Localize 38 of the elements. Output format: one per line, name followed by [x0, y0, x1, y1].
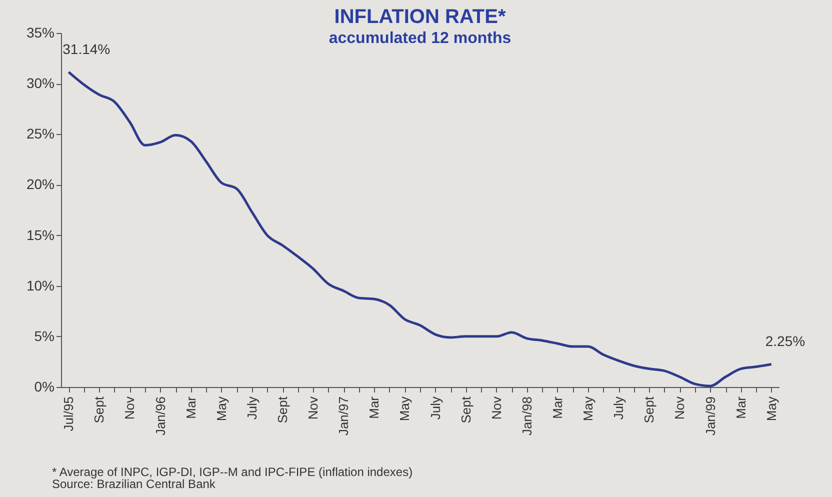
- x-tick-label: Jan/97: [336, 396, 352, 436]
- y-tick-label: 15%: [26, 226, 54, 243]
- x-tick-label: Jan/99: [702, 396, 718, 436]
- x-tick-label: July: [611, 396, 626, 420]
- x-tick-label: Nov: [306, 396, 321, 420]
- y-tick-label: 10%: [26, 277, 54, 294]
- x-tick-label: May: [214, 396, 229, 422]
- y-tick-label: 5%: [34, 328, 54, 344]
- x-tick-label: July: [428, 396, 443, 420]
- x-tick-label: Sept: [275, 396, 290, 424]
- x-tick-label: Jan/98: [519, 396, 534, 436]
- x-tick-label: Sept: [92, 396, 107, 424]
- x-tick-label: May: [580, 396, 596, 422]
- y-tick-label: 25%: [26, 126, 54, 142]
- x-tick-label: Sept: [642, 396, 657, 424]
- x-tick-label: May: [764, 396, 779, 422]
- source-note: Source: Brazilian Central Bank: [52, 477, 216, 491]
- x-tick-label: Mar: [733, 396, 748, 419]
- data-label: 31.14%: [62, 41, 110, 58]
- data-label: 2.25%: [765, 333, 806, 350]
- x-tick-label: Mar: [366, 396, 382, 419]
- y-tick-label: 30%: [26, 75, 54, 92]
- x-tick-label: May: [397, 396, 412, 422]
- x-tick-label: Nov: [488, 396, 504, 420]
- text: * Average of INPC, IGP-DI, IGP--M and IPC-FIPE (inflation indexes): [52, 465, 413, 479]
- y-tick-label: 35%: [26, 24, 54, 40]
- x-tick-label: Mar: [550, 396, 565, 419]
- chart-title: INFLATION RATE*: [334, 6, 506, 28]
- chart-subtitle: accumulated 12 months: [328, 30, 512, 47]
- x-tick-label: Nov: [672, 396, 688, 420]
- x-tick-label: Mar: [183, 396, 198, 419]
- x-tick-label: Jul/95: [61, 396, 76, 432]
- x-tick-label: July: [244, 396, 260, 420]
- y-tick-label: 20%: [26, 176, 54, 192]
- x-tick-label: Jan/96: [152, 396, 168, 436]
- x-tick-label: Nov: [122, 396, 138, 420]
- x-tick-label: Sept: [458, 396, 474, 424]
- y-tick-label: 0%: [34, 378, 54, 394]
